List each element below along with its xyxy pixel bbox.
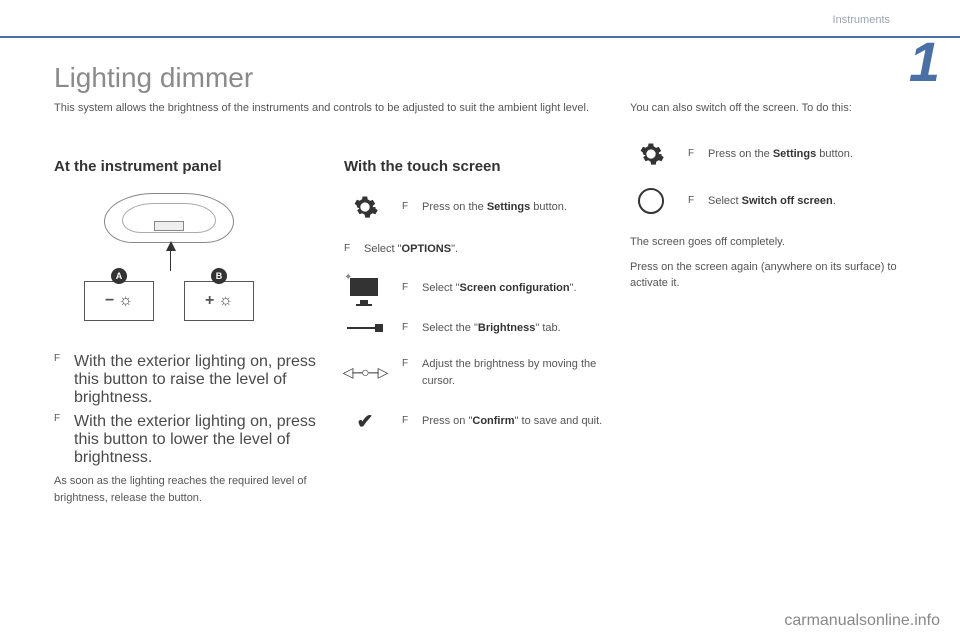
top-accent-bar: [0, 36, 960, 38]
step-settings: F Press on the Settings button.: [344, 193, 604, 221]
step3-text: Select "Screen configuration".: [422, 280, 577, 297]
bullet-glyph: F: [688, 193, 698, 210]
col3-step1-text: Press on the Settings button.: [708, 146, 853, 163]
pointer-arrow: [166, 241, 176, 251]
col3-tail1: The screen goes off completely.: [630, 234, 910, 251]
slider-icon: [344, 327, 386, 329]
step-settings-2: F Press on the Settings button.: [630, 140, 910, 168]
intro-text: This system allows the brightness of the…: [54, 100, 594, 117]
step-screen-config: ✦ F Select "Screen configuration".: [344, 278, 604, 300]
bullet-glyph: F: [344, 241, 354, 258]
col1-bullet1-text: With the exterior lighting on, press thi…: [74, 353, 324, 407]
column-instrument-panel: At the instrument panel A − ☼ B + ☼ F Wi…: [54, 158, 324, 514]
bullet-glyph: F: [402, 413, 412, 430]
sun-icon: ☼: [218, 292, 233, 310]
col3-tail2: Press on the screen again (anywhere on i…: [630, 259, 910, 292]
column-touch-screen: With the touch screen F Press on the Set…: [344, 158, 604, 454]
dashboard-illustration: A − ☼ B + ☼: [54, 193, 284, 333]
step4-text: Select the "Brightness" tab.: [422, 320, 561, 337]
bullet-glyph: F: [402, 199, 412, 216]
col2-heading: With the touch screen: [344, 158, 604, 175]
sun-icon: ☼: [118, 292, 133, 310]
bullet-glyph: F: [688, 146, 698, 163]
bullet-glyph: F: [54, 353, 64, 407]
page-title: Lighting dimmer: [54, 62, 253, 94]
col3-step2-text: Select Switch off screen.: [708, 193, 836, 210]
minus-sign: −: [105, 292, 114, 310]
column-switch-off: F Press on the Settings button. F Select…: [630, 140, 910, 300]
intro-text-2: You can also switch off the screen. To d…: [630, 100, 910, 117]
arrows-icon: ◁─○─▷: [344, 364, 386, 381]
gear-icon: [344, 193, 386, 221]
step6-text: Press on "Confirm" to save and quit.: [422, 413, 602, 430]
col1-tail: As soon as the lighting reaches the requ…: [54, 473, 324, 506]
step2-text: Select "OPTIONS".: [364, 241, 458, 258]
step5-text: Adjust the brightness by moving the curs…: [422, 356, 604, 389]
label-a: A: [111, 268, 127, 284]
step1-text: Press on the Settings button.: [422, 199, 567, 216]
plus-sign: +: [205, 292, 214, 310]
section-label: Instruments: [833, 14, 890, 26]
bullet-glyph: F: [54, 413, 64, 467]
col1-bullet-2: F With the exterior lighting on, press t…: [54, 413, 324, 467]
watermark: carmanualsonline.info: [784, 612, 940, 630]
monitor-icon: ✦: [344, 278, 386, 300]
dash-screen: [154, 221, 184, 231]
col1-bullet-1: F With the exterior lighting on, press t…: [54, 353, 324, 407]
step-confirm: ✔ F Press on "Confirm" to save and quit.: [344, 409, 604, 434]
col1-bullet2-text: With the exterior lighting on, press thi…: [74, 413, 324, 467]
check-icon: ✔: [344, 409, 386, 434]
bullet-glyph: F: [402, 280, 412, 297]
step-options: F Select "OPTIONS".: [344, 241, 604, 258]
gear-icon: [630, 140, 672, 168]
label-b: B: [211, 268, 227, 284]
bullet-glyph: F: [402, 356, 412, 389]
bullet-glyph: F: [402, 320, 412, 337]
button-a-box: A − ☼: [84, 281, 154, 321]
chapter-number: 1: [909, 34, 940, 90]
pointer-line: [170, 251, 171, 271]
moon-icon: [630, 188, 672, 214]
col1-heading: At the instrument panel: [54, 158, 324, 175]
step-brightness-tab: F Select the "Brightness" tab.: [344, 320, 604, 337]
step-switch-off: F Select Switch off screen.: [630, 188, 910, 214]
step-adjust: ◁─○─▷ F Adjust the brightness by moving …: [344, 356, 604, 389]
button-b-box: B + ☼: [184, 281, 254, 321]
